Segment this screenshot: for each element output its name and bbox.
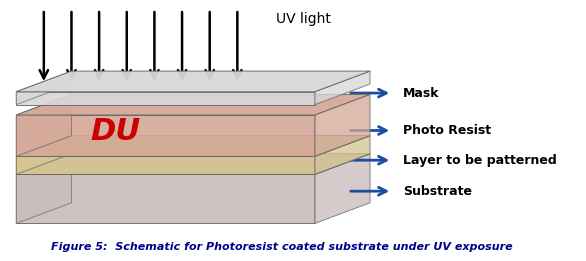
Polygon shape <box>16 136 370 156</box>
Polygon shape <box>16 154 370 174</box>
Polygon shape <box>16 92 315 105</box>
Polygon shape <box>315 94 370 156</box>
Polygon shape <box>16 94 370 115</box>
Polygon shape <box>16 154 71 223</box>
Text: Figure 5:  Schematic for Photoresist coated substrate under UV exposure: Figure 5: Schematic for Photoresist coat… <box>51 242 512 252</box>
Polygon shape <box>16 174 315 223</box>
Text: UV light: UV light <box>276 13 331 26</box>
Polygon shape <box>16 115 315 156</box>
Text: Substrate: Substrate <box>403 185 472 198</box>
Polygon shape <box>315 71 370 105</box>
Polygon shape <box>16 71 71 105</box>
Polygon shape <box>16 136 71 174</box>
Polygon shape <box>16 71 370 92</box>
Polygon shape <box>16 156 315 174</box>
Text: Photo Resist: Photo Resist <box>403 124 491 137</box>
Text: DU: DU <box>91 117 141 146</box>
Polygon shape <box>315 136 370 174</box>
Text: Layer to be patterned: Layer to be patterned <box>403 154 557 167</box>
Polygon shape <box>16 94 71 156</box>
Text: Mask: Mask <box>403 87 440 99</box>
Polygon shape <box>315 154 370 223</box>
